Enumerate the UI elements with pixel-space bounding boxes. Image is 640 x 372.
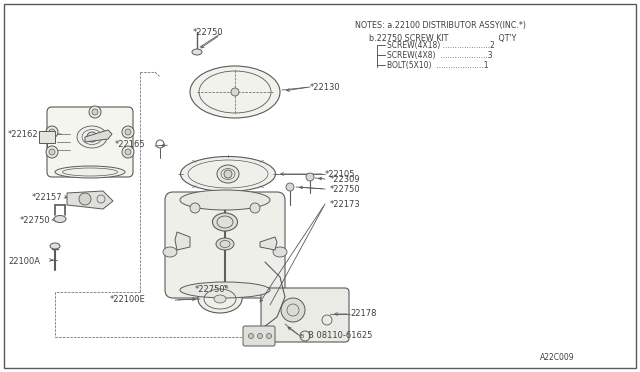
Circle shape <box>49 129 55 135</box>
Text: *22750: *22750 <box>20 215 51 224</box>
Circle shape <box>122 126 134 138</box>
Ellipse shape <box>180 157 275 192</box>
Ellipse shape <box>198 285 242 313</box>
Circle shape <box>125 129 131 135</box>
Circle shape <box>46 146 58 158</box>
Circle shape <box>125 149 131 155</box>
Text: BOLT(5X10)  ....................1: BOLT(5X10) ....................1 <box>387 61 488 70</box>
FancyBboxPatch shape <box>47 107 133 177</box>
Circle shape <box>248 334 253 339</box>
Polygon shape <box>67 191 113 209</box>
Ellipse shape <box>55 166 125 178</box>
Ellipse shape <box>190 66 280 118</box>
Text: 22100A: 22100A <box>8 257 40 266</box>
Ellipse shape <box>273 247 287 257</box>
Text: NOTES: a.22100 DISTRIBUTOR ASSY(INC.*): NOTES: a.22100 DISTRIBUTOR ASSY(INC.*) <box>355 20 526 29</box>
Text: *22157: *22157 <box>32 192 63 202</box>
Ellipse shape <box>180 282 270 298</box>
Circle shape <box>190 203 200 213</box>
Circle shape <box>250 203 260 213</box>
Polygon shape <box>175 232 190 250</box>
Text: 22178: 22178 <box>350 310 376 318</box>
Circle shape <box>49 149 55 155</box>
Ellipse shape <box>77 126 107 148</box>
Text: B: B <box>300 334 304 339</box>
Circle shape <box>79 193 91 205</box>
Bar <box>39 131 55 143</box>
Ellipse shape <box>216 238 234 250</box>
Text: *22130: *22130 <box>310 83 340 92</box>
Circle shape <box>306 173 314 181</box>
FancyBboxPatch shape <box>261 288 349 342</box>
Ellipse shape <box>180 190 270 210</box>
Polygon shape <box>85 130 112 142</box>
Ellipse shape <box>192 49 202 55</box>
Text: *22165: *22165 <box>115 140 146 148</box>
Text: SCREW(4X18) ....................2: SCREW(4X18) ....................2 <box>387 41 495 49</box>
Ellipse shape <box>163 247 177 257</box>
Text: *22750: *22750 <box>330 185 360 193</box>
Ellipse shape <box>212 213 237 231</box>
FancyBboxPatch shape <box>165 192 285 298</box>
Circle shape <box>224 170 232 178</box>
Text: B 08110-61625: B 08110-61625 <box>308 331 372 340</box>
Ellipse shape <box>217 165 239 183</box>
Circle shape <box>87 132 97 142</box>
Circle shape <box>89 106 101 118</box>
Ellipse shape <box>50 243 60 249</box>
Text: *22100E: *22100E <box>110 295 146 305</box>
Circle shape <box>92 109 98 115</box>
Circle shape <box>257 334 262 339</box>
Text: *22105: *22105 <box>325 170 355 179</box>
Text: *22162: *22162 <box>8 129 38 138</box>
Ellipse shape <box>54 215 66 222</box>
Circle shape <box>231 88 239 96</box>
Text: *22173: *22173 <box>330 199 361 208</box>
FancyBboxPatch shape <box>243 326 275 346</box>
Circle shape <box>122 146 134 158</box>
Text: *22750: *22750 <box>193 28 223 36</box>
Text: *22750: *22750 <box>195 285 226 295</box>
Polygon shape <box>260 237 277 250</box>
Circle shape <box>286 183 294 191</box>
Text: b.22750 SCREW KIT                    QT'Y: b.22750 SCREW KIT QT'Y <box>369 33 516 42</box>
Text: A22C009: A22C009 <box>540 353 575 362</box>
Text: *22309: *22309 <box>330 174 360 183</box>
Circle shape <box>281 298 305 322</box>
Circle shape <box>46 126 58 138</box>
Circle shape <box>266 334 271 339</box>
Ellipse shape <box>214 295 226 303</box>
Text: SCREW(4X8)  ....................3: SCREW(4X8) ....................3 <box>387 51 493 60</box>
